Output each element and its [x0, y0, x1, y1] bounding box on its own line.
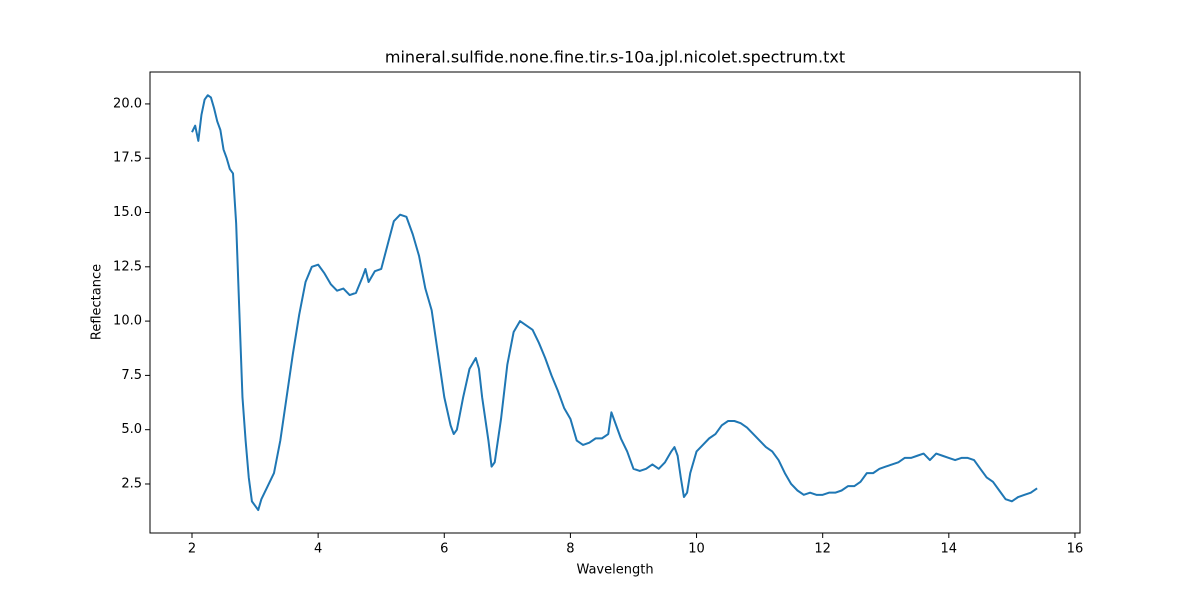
x-tick-label: 2 — [188, 542, 196, 557]
x-tick-label: 14 — [941, 542, 958, 557]
x-tick-label: 6 — [440, 542, 448, 557]
x-tick-label: 10 — [688, 542, 705, 557]
spectrum-line — [191, 94, 1038, 512]
y-tick-label: 15.0 — [113, 205, 142, 220]
x-tick-label: 4 — [314, 542, 322, 557]
y-tick-label: 10.0 — [113, 314, 142, 329]
x-tick-label: 8 — [566, 542, 574, 557]
x-axis-label: Wavelength — [576, 563, 653, 578]
y-tick-label: 20.0 — [113, 96, 142, 111]
y-tick-label: 5.0 — [121, 422, 142, 437]
y-tick-label: 2.5 — [121, 476, 142, 491]
plot-frame — [149, 71, 1081, 534]
y-tick-label: 7.5 — [121, 368, 142, 383]
y-tick-label: 17.5 — [113, 151, 142, 166]
y-tick-label: 12.5 — [113, 259, 142, 274]
x-tick-label: 12 — [814, 542, 831, 557]
chart-title: mineral.sulfide.none.fine.tir.s-10a.jpl.… — [385, 48, 845, 67]
y-axis-label: Reflectance — [90, 264, 105, 340]
x-tick-label: 16 — [1067, 542, 1084, 557]
